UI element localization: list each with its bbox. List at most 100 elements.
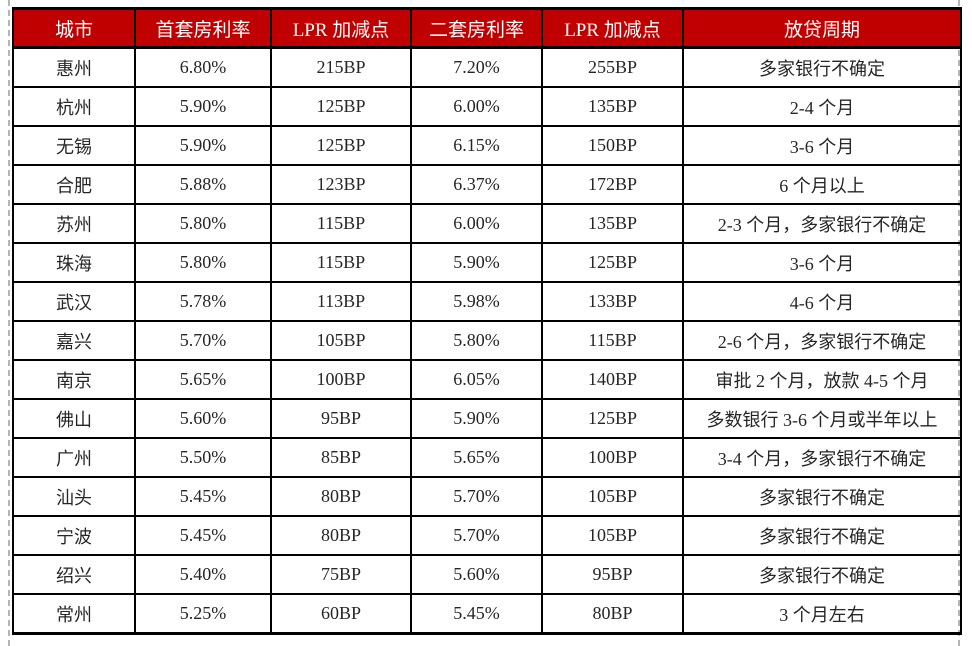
cell-lending-cycle: 2-3 个月，多家银行不确定: [682, 203, 962, 244]
cell-city: 佛山: [12, 398, 136, 439]
cell-lending-cycle: 3-6 个月: [682, 242, 962, 283]
cell-city: 广州: [12, 437, 136, 478]
cell-first-home-rate: 5.45%: [134, 515, 272, 556]
textbox-boundary-left-line: [8, 0, 10, 646]
cell-lpr-bp-first: 123BP: [270, 164, 412, 205]
cell-lpr-bp-second: 150BP: [541, 125, 684, 166]
table-row: 南京 5.65% 100BP 6.05% 140BP 审批 2 个月，放款 4-5 个月: [12, 359, 962, 400]
cell-first-home-rate: 5.80%: [134, 203, 272, 244]
cell-city: 苏州: [12, 203, 136, 244]
cell-lpr-bp-second: 125BP: [541, 242, 684, 283]
cell-lpr-bp-second: 133BP: [541, 281, 684, 322]
cell-second-home-rate: 5.90%: [410, 242, 543, 283]
cell-lpr-bp-first: 115BP: [270, 203, 412, 244]
cell-first-home-rate: 5.65%: [134, 359, 272, 400]
cell-lpr-bp-second: 100BP: [541, 437, 684, 478]
cell-lpr-bp-first: 215BP: [270, 46, 412, 88]
mortgage-rate-table: 城市 首套房利率 LPR 加减点 二套房利率 LPR 加减点 放贷周期 惠州 6.…: [12, 7, 962, 635]
cell-lending-cycle: 审批 2 个月，放款 4-5 个月: [682, 359, 962, 400]
cell-lending-cycle: 多家银行不确定: [682, 554, 962, 595]
table-row: 杭州 5.90% 125BP 6.00% 135BP 2-4 个月: [12, 86, 962, 127]
cell-lpr-bp-first: 105BP: [270, 320, 412, 361]
cell-lpr-bp-second: 125BP: [541, 398, 684, 439]
cell-lpr-bp-second: 115BP: [541, 320, 684, 361]
cell-second-home-rate: 5.60%: [410, 554, 543, 595]
col-header-lpr-bp-first: LPR 加减点: [270, 7, 412, 49]
cell-second-home-rate: 5.70%: [410, 476, 543, 517]
cell-second-home-rate: 5.65%: [410, 437, 543, 478]
cell-first-home-rate: 5.60%: [134, 398, 272, 439]
cell-city: 杭州: [12, 86, 136, 127]
cell-lpr-bp-second: 105BP: [541, 476, 684, 517]
cell-second-home-rate: 5.98%: [410, 281, 543, 322]
cell-second-home-rate: 6.15%: [410, 125, 543, 166]
cell-second-home-rate: 6.37%: [410, 164, 543, 205]
cell-lpr-bp-first: 80BP: [270, 515, 412, 556]
cell-second-home-rate: 6.00%: [410, 86, 543, 127]
table-body: 惠州 6.80% 215BP 7.20% 255BP 多家银行不确定 杭州 5.90% 125B…: [12, 46, 962, 635]
cell-lpr-bp-first: 95BP: [270, 398, 412, 439]
cell-lpr-bp-first: 60BP: [270, 593, 412, 635]
cell-lending-cycle: 2-4 个月: [682, 86, 962, 127]
cell-city: 合肥: [12, 164, 136, 205]
cell-first-home-rate: 6.80%: [134, 46, 272, 88]
cell-lpr-bp-first: 115BP: [270, 242, 412, 283]
col-header-first-home-rate: 首套房利率: [134, 7, 272, 49]
cell-lpr-bp-second: 105BP: [541, 515, 684, 556]
table-row: 苏州 5.80% 115BP 6.00% 135BP 2-3 个月，多家银行不确定: [12, 203, 962, 244]
cell-city: 武汉: [12, 281, 136, 322]
cell-lending-cycle: 4-6 个月: [682, 281, 962, 322]
cell-second-home-rate: 5.45%: [410, 593, 543, 635]
cell-lpr-bp-second: 172BP: [541, 164, 684, 205]
header-row: 城市 首套房利率 LPR 加减点 二套房利率 LPR 加减点 放贷周期: [12, 7, 962, 49]
cell-lpr-bp-second: 95BP: [541, 554, 684, 595]
table-row: 珠海 5.80% 115BP 5.90% 125BP 3-6 个月: [12, 242, 962, 283]
cell-second-home-rate: 6.05%: [410, 359, 543, 400]
cell-first-home-rate: 5.50%: [134, 437, 272, 478]
cell-lending-cycle: 多数银行 3-6 个月或半年以上: [682, 398, 962, 439]
cell-lending-cycle: 3-6 个月: [682, 125, 962, 166]
cell-city: 珠海: [12, 242, 136, 283]
cell-lpr-bp-second: 140BP: [541, 359, 684, 400]
table-row: 合肥 5.88% 123BP 6.37% 172BP 6 个月以上: [12, 164, 962, 205]
table-row: 佛山 5.60% 95BP 5.90% 125BP 多数银行 3-6 个月或半年以上: [12, 398, 962, 439]
cell-lending-cycle: 多家银行不确定: [682, 515, 962, 556]
cell-first-home-rate: 5.25%: [134, 593, 272, 635]
cell-first-home-rate: 5.40%: [134, 554, 272, 595]
cell-lending-cycle: 3 个月左右: [682, 593, 962, 635]
cell-second-home-rate: 5.90%: [410, 398, 543, 439]
cell-lpr-bp-second: 255BP: [541, 46, 684, 88]
cell-lpr-bp-second: 80BP: [541, 593, 684, 635]
cell-lpr-bp-first: 125BP: [270, 86, 412, 127]
cell-city: 无锡: [12, 125, 136, 166]
col-header-lpr-bp-second: LPR 加减点: [541, 7, 684, 49]
cell-lending-cycle: 多家银行不确定: [682, 476, 962, 517]
cell-lpr-bp-first: 80BP: [270, 476, 412, 517]
table-row: 汕头 5.45% 80BP 5.70% 105BP 多家银行不确定: [12, 476, 962, 517]
table-row: 惠州 6.80% 215BP 7.20% 255BP 多家银行不确定: [12, 46, 962, 88]
cell-first-home-rate: 5.45%: [134, 476, 272, 517]
cell-city: 汕头: [12, 476, 136, 517]
cell-second-home-rate: 5.70%: [410, 515, 543, 556]
cell-second-home-rate: 6.00%: [410, 203, 543, 244]
table-row: 无锡 5.90% 125BP 6.15% 150BP 3-6 个月: [12, 125, 962, 166]
cell-lending-cycle: 6 个月以上: [682, 164, 962, 205]
table-row: 广州 5.50% 85BP 5.65% 100BP 3-4 个月，多家银行不确定: [12, 437, 962, 478]
table-row: 嘉兴 5.70% 105BP 5.80% 115BP 2-6 个月，多家银行不确定: [12, 320, 962, 361]
table-row: 宁波 5.45% 80BP 5.70% 105BP 多家银行不确定: [12, 515, 962, 556]
cell-lpr-bp-first: 100BP: [270, 359, 412, 400]
cell-lpr-bp-second: 135BP: [541, 86, 684, 127]
cell-lpr-bp-first: 85BP: [270, 437, 412, 478]
table-row: 常州 5.25% 60BP 5.45% 80BP 3 个月左右: [12, 593, 962, 635]
cell-first-home-rate: 5.80%: [134, 242, 272, 283]
cell-first-home-rate: 5.90%: [134, 86, 272, 127]
cell-lpr-bp-first: 113BP: [270, 281, 412, 322]
cell-city: 常州: [12, 593, 136, 635]
cell-first-home-rate: 5.70%: [134, 320, 272, 361]
cell-second-home-rate: 7.20%: [410, 46, 543, 88]
cell-city: 宁波: [12, 515, 136, 556]
col-header-city: 城市: [12, 7, 136, 49]
cell-first-home-rate: 5.78%: [134, 281, 272, 322]
cell-first-home-rate: 5.88%: [134, 164, 272, 205]
